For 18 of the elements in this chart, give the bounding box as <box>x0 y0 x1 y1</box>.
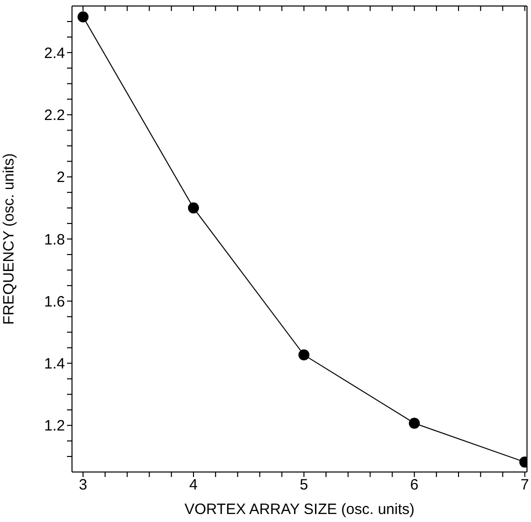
point <box>298 349 310 360</box>
y-tick-label: 2.2 <box>44 107 65 124</box>
y-tick-label: 1.4 <box>44 356 65 373</box>
x-tick-label: 3 <box>78 476 88 494</box>
y-axis-title: FREQUENCY (osc. units) <box>0 153 18 325</box>
point <box>78 11 89 22</box>
x-tick-label: 6 <box>410 476 419 494</box>
point <box>188 202 199 214</box>
y-tick-label: 1.2 <box>44 418 65 435</box>
y-tick-label: 2.4 <box>44 44 65 62</box>
x-tick-label: 7 <box>520 476 529 494</box>
y-tick-label: 1.6 <box>44 293 65 310</box>
y-tick-label: 1.8 <box>44 231 65 248</box>
y-tick-label: 2 <box>56 169 65 186</box>
x-tick-label: 5 <box>300 476 308 494</box>
x-tick-label: 4 <box>189 476 198 494</box>
x-axis-title: VORTEX ARRAY SIZE (osc. units) <box>184 501 415 518</box>
point <box>408 418 420 429</box>
